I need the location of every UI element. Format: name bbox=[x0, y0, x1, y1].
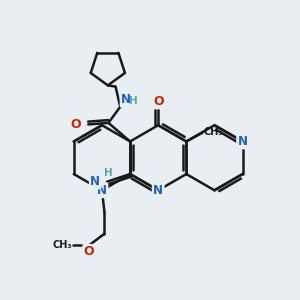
Text: N: N bbox=[90, 175, 100, 188]
Text: N: N bbox=[153, 184, 163, 197]
Text: N: N bbox=[121, 93, 131, 106]
Text: CH₃: CH₃ bbox=[204, 127, 224, 137]
Text: O: O bbox=[71, 118, 82, 131]
Text: H: H bbox=[104, 168, 113, 178]
Text: O: O bbox=[153, 95, 164, 108]
Text: O: O bbox=[84, 245, 94, 258]
Text: N: N bbox=[97, 184, 107, 197]
Text: N: N bbox=[238, 135, 248, 148]
Text: CH₃: CH₃ bbox=[52, 241, 72, 250]
Text: H: H bbox=[129, 96, 138, 106]
